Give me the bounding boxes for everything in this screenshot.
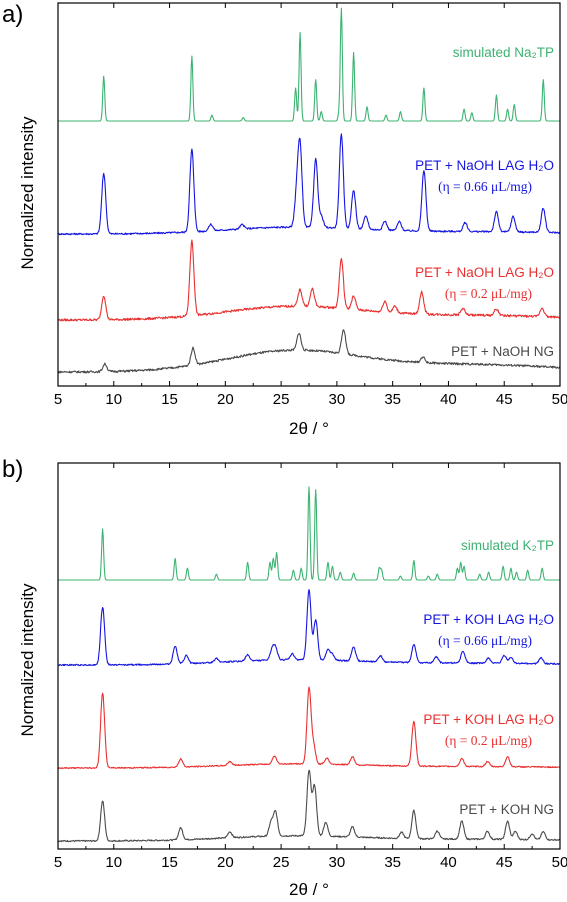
panel-b-series — [57, 486, 561, 843]
series-line — [57, 769, 561, 843]
x-tick-label: 10 — [105, 854, 122, 871]
x-tick-label: 5 — [54, 854, 62, 871]
x-tick-label: 40 — [440, 391, 457, 408]
x-tick-label: 30 — [329, 391, 346, 408]
panel-b-frame — [57, 462, 561, 850]
panel-a-series — [57, 7, 561, 374]
panel-b-ylabel: Normalized intensity — [18, 583, 37, 737]
series-label: PET + KOH NG — [459, 802, 554, 817]
panel-b-letter: b) — [2, 456, 23, 483]
series-line — [57, 686, 561, 770]
panel-b-ticks: 5 10 15 20 25 30 35 40 45 50 — [54, 463, 567, 871]
x-tick-label: 30 — [329, 854, 346, 871]
series-line — [57, 133, 561, 236]
series-line — [57, 329, 561, 374]
panel-b-labels: simulated K₂TP PET + KOH LAG H₂O (η = 0.66… — [423, 538, 554, 817]
series-label: PET + KOH LAG H₂O — [423, 612, 554, 627]
x-tick-label: 25 — [273, 391, 290, 408]
panel-b-xlabel: 2θ / ° — [289, 880, 329, 899]
panel-a-ylabel: Normalized intensity — [18, 116, 37, 270]
series-label: PET + NaOH LAG H₂O — [415, 265, 554, 280]
x-tick-label: 15 — [161, 854, 178, 871]
series-label: simulated K₂TP — [461, 538, 554, 553]
panel-a-letter: a) — [2, 1, 23, 28]
panel-a-labels: simulated Na₂TP PET + NaOH LAG H₂O (η = 0.… — [415, 45, 554, 359]
panel-a-frame — [57, 2, 561, 387]
x-tick-label: 45 — [496, 391, 513, 408]
x-tick-label: 10 — [105, 391, 122, 408]
x-tick-label: 50 — [552, 854, 567, 871]
series-sublabel: (η = 0.2 μL/mg) — [445, 286, 532, 301]
panel-a: a) Normalized intensity 2θ / ° 5 10 15 20 25… — [2, 1, 567, 438]
panel-a-xlabel: 2θ / ° — [289, 419, 329, 438]
x-tick-label: 25 — [273, 854, 290, 871]
x-tick-label: 35 — [384, 391, 401, 408]
series-label: PET + NaOH LAG H₂O — [415, 158, 554, 173]
series-line — [57, 589, 560, 667]
series-line — [58, 486, 560, 581]
x-tick-label: 20 — [217, 391, 234, 408]
series-line — [57, 239, 561, 322]
series-sublabel: (η = 0.66 μL/mg) — [438, 179, 532, 194]
x-tick-label: 20 — [217, 854, 234, 871]
series-sublabel: (η = 0.2 μL/mg) — [445, 733, 532, 748]
panel-b: b) Normalized intensity 2θ / ° 5 10 15 20 25… — [2, 456, 567, 899]
series-line — [58, 7, 560, 122]
x-tick-label: 5 — [54, 391, 62, 408]
x-tick-label: 45 — [496, 854, 513, 871]
x-tick-label: 15 — [161, 391, 178, 408]
series-label: PET + KOH LAG H₂O — [423, 712, 554, 727]
panel-a-ticks: 5 10 15 20 25 30 35 40 45 50 — [54, 3, 567, 408]
series-label: PET + NaOH NG — [451, 344, 554, 359]
x-tick-label: 40 — [440, 854, 457, 871]
series-label: simulated Na₂TP — [453, 45, 554, 60]
series-sublabel: (η = 0.66 μL/mg) — [438, 633, 532, 648]
x-tick-label: 50 — [552, 391, 567, 408]
x-tick-label: 35 — [384, 854, 401, 871]
